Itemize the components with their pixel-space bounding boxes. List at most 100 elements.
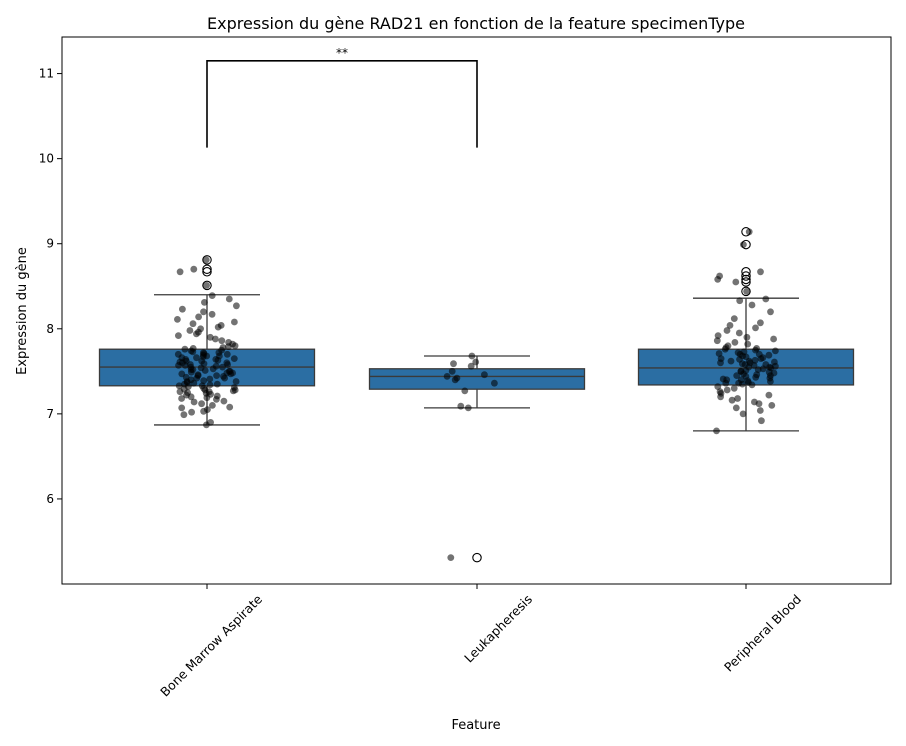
data-point	[472, 358, 480, 366]
data-point	[175, 382, 183, 390]
data-point	[468, 352, 476, 360]
outlier-marker	[472, 552, 482, 563]
data-point	[732, 278, 740, 286]
data-point	[767, 308, 774, 316]
y-tick-label: 8	[46, 322, 54, 336]
data-point	[730, 315, 738, 322]
data-point	[740, 241, 747, 249]
data-point	[205, 388, 213, 396]
data-point	[447, 554, 455, 561]
plot-frame	[61, 36, 892, 585]
data-point	[736, 297, 744, 305]
data-point	[208, 310, 216, 318]
data-point	[751, 398, 758, 406]
data-point	[714, 332, 722, 339]
data-point	[713, 337, 721, 345]
data-point	[212, 362, 220, 370]
data-point	[765, 391, 773, 399]
data-point	[453, 374, 461, 382]
data-point	[736, 350, 744, 358]
data-point	[223, 369, 231, 377]
x-tick-label: Bone Marrow Aspirate	[157, 591, 265, 699]
data-point	[714, 383, 722, 390]
data-point	[768, 402, 776, 409]
data-point	[200, 349, 207, 356]
box-group	[368, 352, 586, 563]
data-point	[206, 375, 214, 383]
data-point	[213, 380, 221, 388]
data-point	[491, 379, 498, 387]
outlier-marker	[741, 286, 751, 297]
data-point	[770, 335, 777, 343]
data-point	[713, 427, 720, 435]
data-point	[209, 402, 216, 409]
data-point	[182, 356, 190, 363]
data-point	[450, 360, 457, 368]
data-point	[186, 327, 194, 334]
x-tick-label: Peripheral Blood	[721, 592, 804, 675]
data-point	[193, 354, 200, 362]
x-axis-label: Feature	[451, 718, 500, 733]
data-point	[174, 316, 181, 323]
data-point	[225, 339, 233, 346]
annotations: **	[206, 46, 478, 148]
data-point	[735, 329, 743, 337]
data-point	[181, 345, 189, 353]
data-point	[179, 305, 186, 313]
data-point	[754, 366, 762, 373]
data-point	[732, 404, 740, 412]
data-point	[461, 387, 469, 395]
data-point	[174, 350, 182, 358]
data-point	[218, 337, 226, 345]
data-point	[753, 371, 761, 379]
data-point	[204, 406, 211, 413]
data-point	[223, 350, 231, 358]
data-point	[716, 388, 724, 396]
data-point	[723, 327, 731, 334]
data-point	[215, 349, 223, 356]
data-point	[762, 295, 770, 303]
data-point	[206, 381, 214, 389]
data-point	[230, 384, 238, 391]
data-point	[723, 386, 731, 394]
data-point	[744, 340, 752, 348]
data-point	[715, 350, 723, 357]
data-point	[221, 374, 229, 382]
data-point	[772, 347, 779, 355]
data-point	[757, 268, 764, 276]
data-point	[189, 345, 197, 352]
outlier-marker	[741, 271, 751, 281]
data-point	[737, 367, 745, 375]
y-tick-label: 6	[46, 492, 54, 506]
y-axis-label: Expression du gène	[15, 247, 30, 375]
y-tick-label: 9	[46, 237, 54, 251]
outlier-marker	[202, 267, 212, 277]
data-point	[481, 371, 488, 379]
data-point	[175, 362, 182, 369]
data-point	[180, 411, 188, 419]
significance-label: **	[336, 46, 348, 60]
y-tick-label: 7	[46, 407, 54, 421]
outlier-marker	[741, 267, 751, 277]
data-point	[178, 370, 186, 378]
outlier-marker	[741, 274, 751, 285]
data-point	[194, 371, 202, 379]
data-point	[724, 342, 732, 350]
data-point	[741, 361, 749, 368]
data-point	[752, 324, 759, 332]
data-point	[213, 372, 221, 379]
data-point	[213, 392, 221, 400]
data-point	[448, 367, 456, 375]
data-point	[220, 397, 228, 405]
x-axis: Bone Marrow Aspirate Leukapheresis Periphe…	[157, 584, 804, 700]
data-point	[176, 268, 184, 276]
data-point	[190, 265, 198, 273]
data-point	[766, 363, 773, 371]
data-point	[457, 402, 465, 410]
data-point	[178, 395, 186, 402]
data-point	[200, 377, 208, 385]
data-point	[203, 282, 211, 289]
data-point	[743, 333, 751, 341]
data-point	[232, 378, 240, 385]
data-point	[208, 292, 216, 299]
